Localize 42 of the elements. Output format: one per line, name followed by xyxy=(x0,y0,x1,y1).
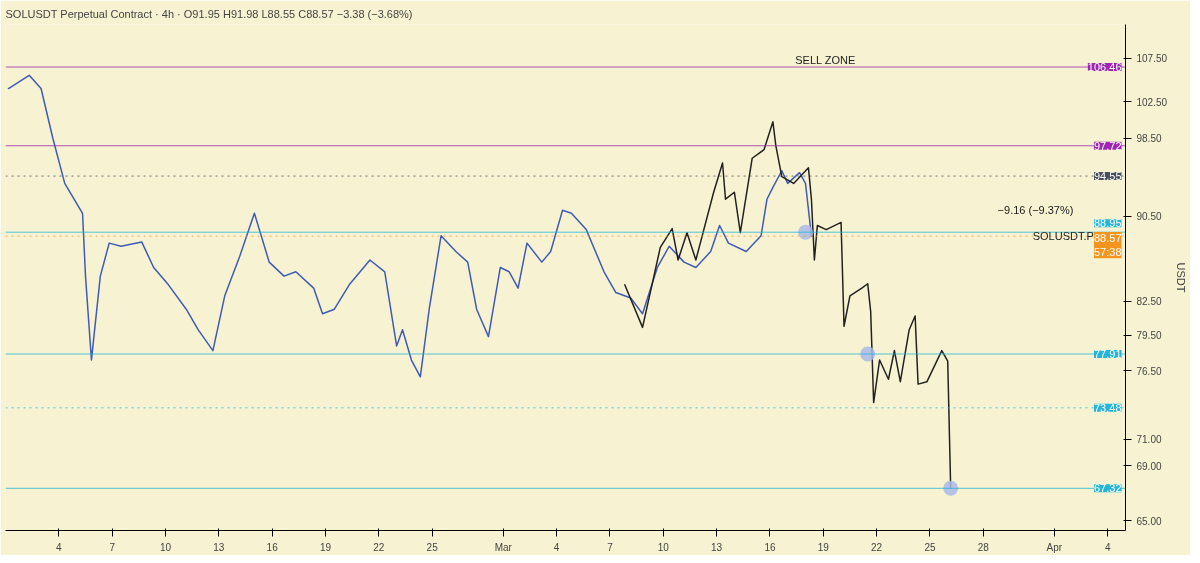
y-tick-label: 107.50 xyxy=(1136,53,1168,65)
ref-line-label: 67.32 xyxy=(1093,482,1122,495)
x-tick-label: 4 xyxy=(56,541,63,553)
x-tick-label: 4 xyxy=(1104,541,1111,553)
x-tick-label: Apr xyxy=(1046,541,1063,553)
x-tick-label: 19 xyxy=(817,541,830,553)
x-tick-label: 10 xyxy=(657,541,670,553)
y-tick-label: 90.50 xyxy=(1136,211,1162,223)
y-tick-label: 102.50 xyxy=(1136,96,1168,108)
x-tick-label: 25 xyxy=(924,541,936,553)
ref-line-label: 106.46 xyxy=(1087,61,1122,74)
y-tick-label: 79.50 xyxy=(1136,330,1162,342)
x-tick-label: 7 xyxy=(607,541,614,553)
x-tick-label: 16 xyxy=(764,541,776,553)
x-tick-label: 13 xyxy=(711,541,723,553)
y-axis-title: USDT xyxy=(1175,262,1188,293)
y-tick-label: 98.50 xyxy=(1136,133,1162,145)
x-tick-label: 16 xyxy=(266,541,279,553)
ref-line-label: 94.55 xyxy=(1093,170,1122,183)
ref-line-label: 77.91 xyxy=(1093,348,1122,361)
annotation: −9.16 (−9.37%) xyxy=(997,203,1074,216)
x-tick-label: 25 xyxy=(426,541,439,553)
annotation: SOLUSDT.P xyxy=(1032,230,1094,243)
x-tick-label: 19 xyxy=(319,541,332,553)
y-tick-label: 76.50 xyxy=(1136,365,1162,377)
x-tick-label: 10 xyxy=(159,541,172,553)
ref-line-label: 97.72 xyxy=(1093,139,1122,152)
x-tick-label: 4 xyxy=(553,541,560,553)
ref-line-label: 73.48 xyxy=(1093,401,1122,414)
x-tick-label: 28 xyxy=(977,541,990,553)
y-tick-label: 69.00 xyxy=(1136,460,1162,472)
ref-line-label: 88.95 xyxy=(1093,217,1122,230)
y-tick-label: 71.00 xyxy=(1136,434,1162,446)
x-tick-label: 22 xyxy=(871,541,883,553)
x-tick-label: 22 xyxy=(373,541,385,553)
y-tick-label: 82.50 xyxy=(1136,296,1162,308)
x-tick-label: 13 xyxy=(213,541,225,553)
chart-title: SOLUSDT Perpetual Contract · 4h · O91.95 H91.98 L88.55 C88.57 −3.38 (−3.68%) xyxy=(5,7,413,20)
y-tick-label: 65.00 xyxy=(1136,515,1162,527)
x-tick-label: 7 xyxy=(109,541,116,553)
x-tick-label: Mar xyxy=(494,541,513,553)
annotation: SELL ZONE xyxy=(795,53,856,66)
